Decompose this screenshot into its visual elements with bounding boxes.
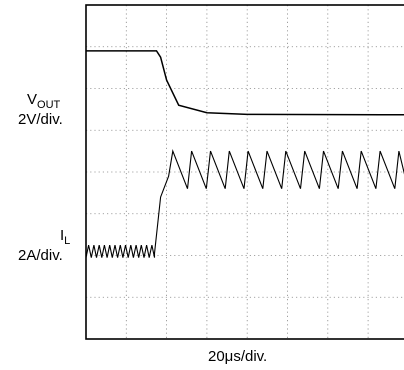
il-scale-label: 2A/div.: [18, 247, 63, 264]
il-trace: [85, 149, 404, 258]
il-channel-label: IL: [60, 227, 71, 248]
plot-frame: [85, 4, 404, 340]
vout-channel-label: VOUT: [27, 91, 61, 112]
vout-trace: [86, 50, 404, 116]
grid: [86, 5, 404, 339]
vout-scale-label: 2V/div.: [18, 111, 63, 128]
time-scale-label: 20μs/div.: [208, 348, 268, 365]
